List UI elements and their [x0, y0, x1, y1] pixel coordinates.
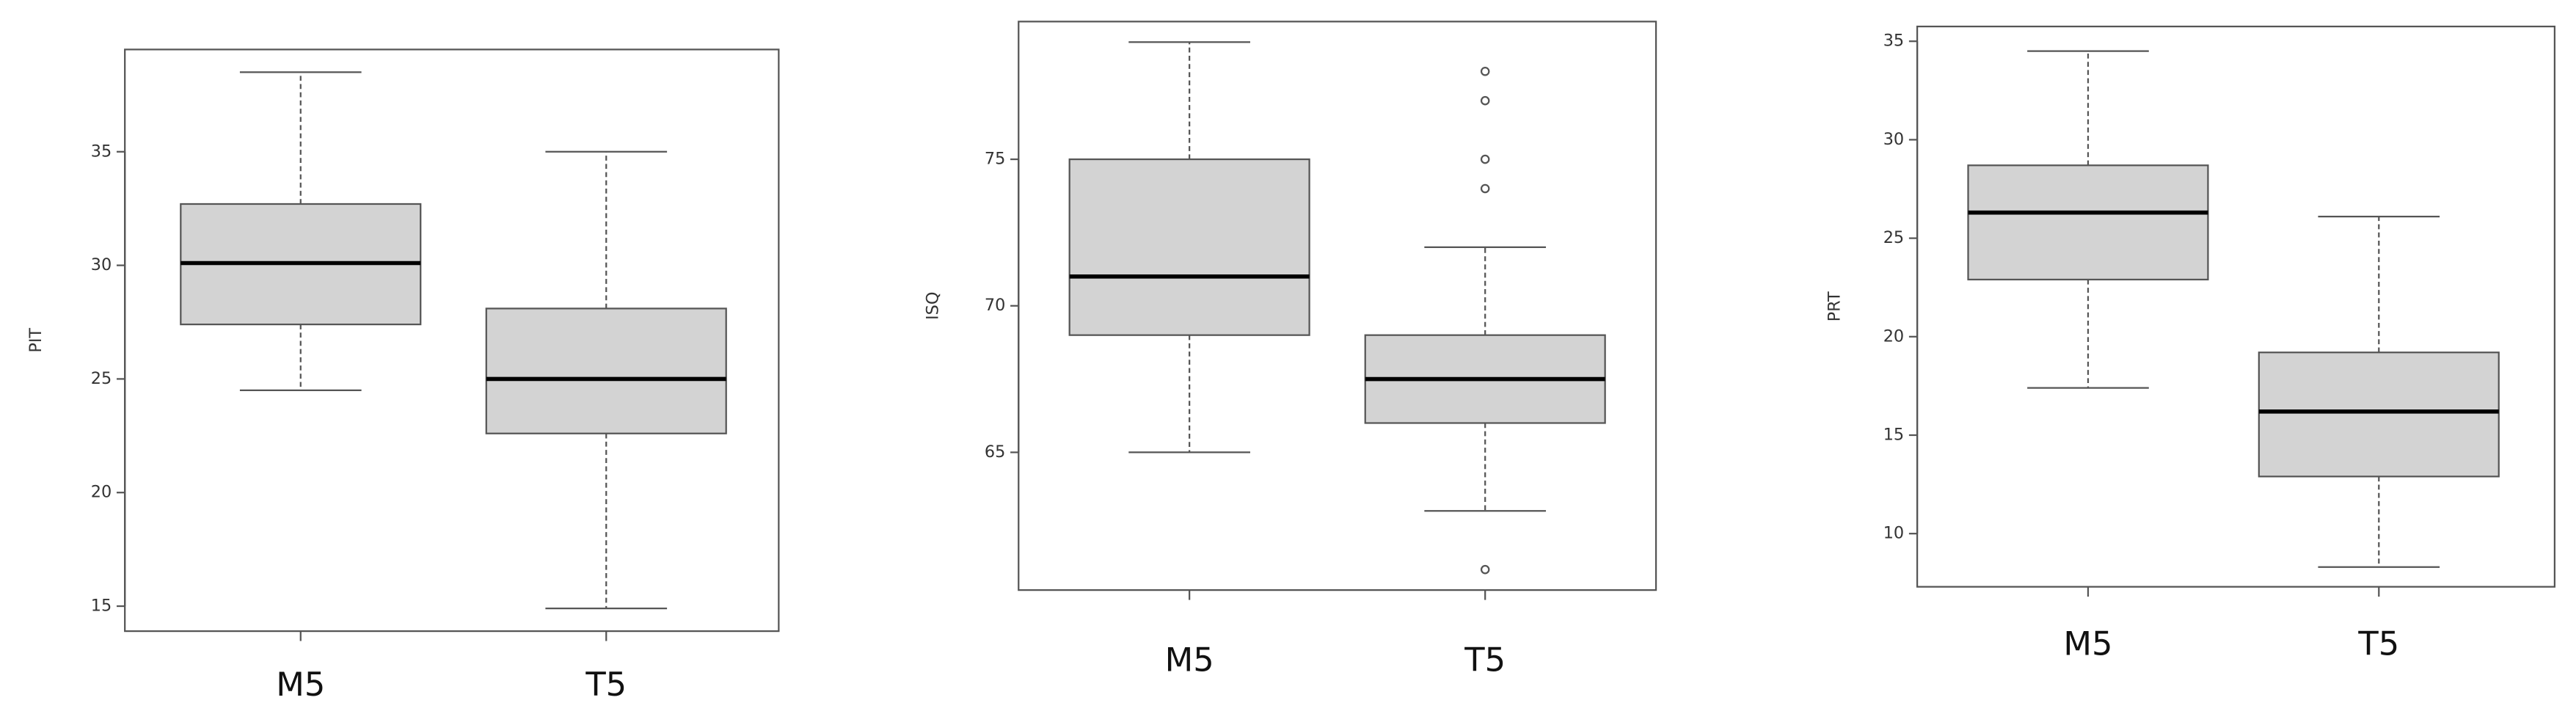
- y-tick-label: 15: [1883, 425, 1904, 444]
- x-tick-label: M5: [2063, 624, 2112, 663]
- box: [2258, 351, 2500, 478]
- x-tick-label: T5: [2357, 624, 2399, 663]
- x-tick-label: M5: [276, 665, 325, 704]
- y-tick-label: 75: [985, 150, 1005, 169]
- box: [1967, 164, 2209, 281]
- outlier: [1480, 564, 1490, 575]
- y-tick-label: 20: [91, 483, 112, 502]
- outlier: [1480, 154, 1490, 164]
- y-tick-label: 20: [1883, 327, 1904, 346]
- x-tick-label: M5: [1165, 641, 1214, 680]
- y-tick-label: 30: [1883, 130, 1904, 149]
- outlier: [1480, 66, 1490, 76]
- y-tick-label: 35: [91, 142, 112, 161]
- y-tick-label: 65: [985, 442, 1005, 462]
- x-tick-label: T5: [1464, 641, 1506, 680]
- outlier: [1480, 183, 1490, 194]
- y-tick-label: 70: [985, 296, 1005, 315]
- outlier: [1480, 95, 1490, 106]
- box: [1068, 158, 1310, 336]
- y-tick-label: 15: [91, 597, 112, 616]
- y-tick-label: 35: [1883, 32, 1904, 51]
- y-axis-label: PIT: [26, 328, 45, 353]
- y-tick-label: 25: [1883, 228, 1904, 247]
- y-tick-label: 25: [91, 369, 112, 388]
- box: [485, 307, 727, 434]
- y-axis-label: PRT: [1825, 291, 1845, 321]
- x-tick-label: T5: [585, 665, 627, 704]
- y-tick-label: 10: [1883, 524, 1904, 543]
- plot-frame: [1916, 25, 2556, 588]
- y-tick-label: 30: [91, 255, 112, 274]
- y-axis-label: ISQ: [923, 292, 942, 320]
